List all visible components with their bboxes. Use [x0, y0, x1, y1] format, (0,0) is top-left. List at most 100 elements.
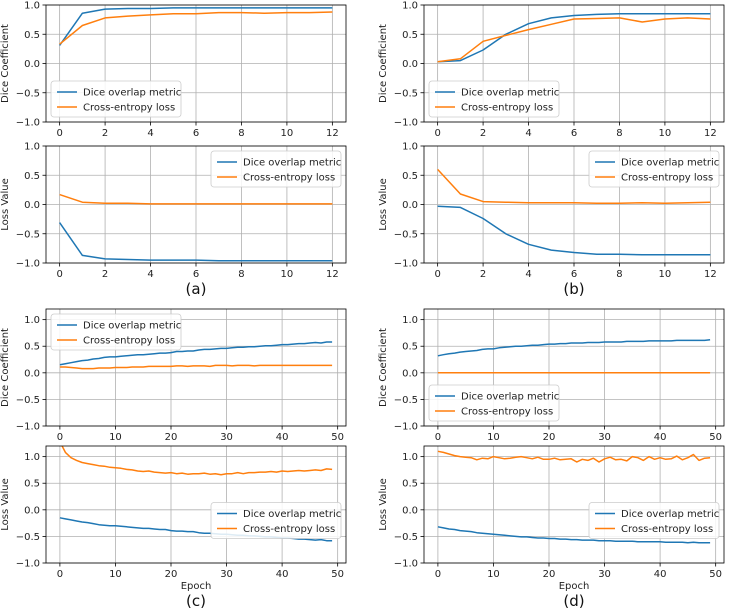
y-tick-label: 0.0 [24, 368, 40, 379]
x-tick-label: 30 [598, 432, 611, 443]
legend-cross-entropy-label: Cross-entropy loss [83, 336, 175, 347]
axes-frame [45, 445, 347, 564]
y-tick-label: −0.5 [394, 88, 418, 99]
legend-dice-label: Dice overlap metric [243, 158, 341, 169]
x-tick-label: 12 [704, 269, 717, 280]
x-tick-label: 10 [281, 128, 294, 139]
panel-a-top: 0 2 4 6 8 10 12 −1.0 −0.5 0.0 0.5 1.0 Dice Coefficie… [0, 1, 347, 139]
x-tick-label: 50 [331, 432, 344, 443]
legend: Dice overlap metric Cross-entropy loss [588, 502, 720, 539]
legend: Dice overlap metric Cross-entropy loss [50, 80, 182, 118]
legend-dice-label: Dice overlap metric [83, 321, 181, 332]
y-tick-label: 1.0 [24, 452, 40, 463]
legend-box [210, 502, 342, 539]
legend: Dice overlap metric Cross-entropy loss [428, 384, 560, 422]
dice-series-line [437, 339, 711, 357]
x-tick-label: 10 [659, 128, 672, 139]
y-tick-label: −1.0 [394, 559, 418, 570]
cross-entropy-series-line [61, 446, 333, 476]
cross-entropy-series-line [59, 364, 333, 370]
x-tick-label: 0 [434, 269, 440, 280]
x-tick-label: 50 [709, 432, 722, 443]
cross-entropy-series-line [59, 11, 333, 45]
y-tick-label: 1.0 [402, 315, 418, 326]
y-tick-label: 0.5 [402, 30, 418, 41]
panel-caption: (d) [563, 592, 584, 610]
x-tick-label: 6 [193, 269, 199, 280]
y-tick-label: 1.0 [402, 1, 418, 12]
legend-dice-label: Dice overlap metric [461, 88, 559, 99]
x-tick-label: 8 [238, 128, 244, 139]
cross-entropy-series-line [437, 17, 711, 63]
legend-dice-label: Dice overlap metric [83, 88, 181, 99]
legend: Dice overlap metric Cross-entropy loss [210, 150, 342, 188]
y-tick-label: −0.5 [394, 532, 418, 543]
panel-caption: (b) [563, 280, 584, 298]
x-tick-label: 12 [326, 269, 339, 280]
y-tick-label: 1.0 [24, 142, 40, 153]
x-tick-label: 0 [435, 432, 441, 443]
x-tick-label: 8 [616, 269, 622, 280]
y-tick-label: −0.5 [16, 395, 40, 406]
y-axis-label: Loss Value [378, 478, 389, 531]
x-tick-label: 40 [654, 569, 667, 580]
x-tick-label: 0 [56, 128, 62, 139]
legend-box [588, 502, 720, 539]
y-tick-label: −1.0 [394, 422, 418, 433]
y-axis-label: Dice Coefficient [0, 328, 11, 407]
y-tick-label: 1.0 [24, 1, 40, 12]
panel-c-bottom: 0 10 20 30 40 50 −1.0 −0.5 0.0 0.5 1.0 Loss Value Ep… [0, 445, 347, 610]
x-tick-label: 2 [480, 269, 486, 280]
x-tick-label: 10 [487, 569, 500, 580]
y-tick-label: 0.5 [24, 171, 40, 182]
y-tick-label: 0.5 [402, 479, 418, 490]
panel-caption: (a) [186, 280, 207, 298]
x-tick-label: 8 [238, 269, 244, 280]
x-axis-label: Epoch [559, 581, 590, 592]
y-tick-label: 0.5 [402, 342, 418, 353]
y-tick-label: −1.0 [394, 259, 418, 270]
dice-series-line [59, 341, 333, 366]
x-tick-label: 0 [434, 128, 440, 139]
dice-series-line [58, 7, 333, 46]
legend-box [428, 80, 560, 118]
x-tick-label: 30 [220, 432, 233, 443]
y-tick-label: −0.5 [16, 229, 40, 240]
legend-cross-entropy-label: Cross-entropy loss [461, 407, 553, 418]
legend-cross-entropy-label: Cross-entropy loss [83, 103, 175, 114]
legend-box [210, 150, 342, 188]
x-tick-label: 12 [326, 128, 339, 139]
x-tick-label: 50 [709, 569, 722, 580]
panel-d-top: 0 10 20 30 40 50 −1.0 −0.5 0.0 0.5 1.0 Dice Coeffic… [378, 308, 725, 443]
x-tick-label: 2 [102, 128, 108, 139]
x-tick-label: 6 [571, 269, 577, 280]
x-tick-label: 30 [598, 569, 611, 580]
x-tick-label: 10 [109, 569, 122, 580]
x-tick-label: 20 [543, 569, 556, 580]
x-tick-label: 10 [487, 432, 500, 443]
x-tick-label: 40 [276, 432, 289, 443]
y-tick-label: 0.0 [402, 368, 418, 379]
x-tick-label: 0 [57, 569, 63, 580]
y-tick-label: 0.0 [402, 505, 418, 516]
dice-series-line [437, 13, 711, 63]
x-tick-label: 0 [57, 432, 63, 443]
y-axis-label: Loss Value [0, 178, 11, 231]
x-tick-label: 4 [147, 269, 153, 280]
legend-dice-label: Dice overlap metric [243, 509, 341, 520]
legend: Dice overlap metric Cross-entropy loss [428, 80, 560, 118]
y-axis-label: Loss Value [0, 478, 11, 531]
y-tick-label: 1.0 [402, 142, 418, 153]
legend-box [428, 384, 560, 422]
x-tick-label: 12 [704, 128, 717, 139]
x-tick-label: 2 [102, 269, 108, 280]
y-tick-label: −1.0 [394, 118, 418, 129]
legend: Dice overlap metric Cross-entropy loss [50, 313, 182, 351]
y-axis-label: Dice Coefficient [378, 328, 389, 407]
legend-cross-entropy-label: Cross-entropy loss [461, 103, 553, 114]
y-tick-label: −1.0 [16, 422, 40, 433]
x-tick-label: 4 [525, 269, 531, 280]
y-tick-label: 0.0 [24, 505, 40, 516]
y-tick-label: 1.0 [24, 315, 40, 326]
